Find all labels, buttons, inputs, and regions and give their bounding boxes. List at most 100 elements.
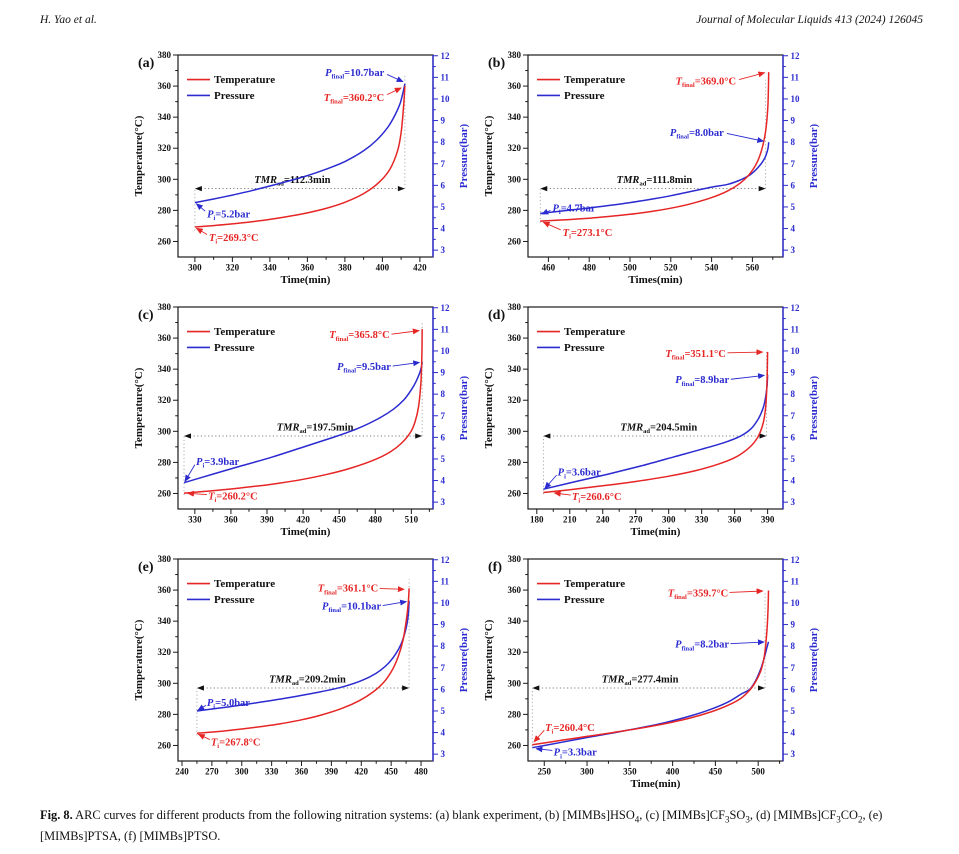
svg-text:10: 10 bbox=[791, 94, 801, 104]
legend: Temperature Pressure bbox=[187, 74, 275, 102]
svg-text:4: 4 bbox=[791, 224, 796, 234]
svg-text:8: 8 bbox=[441, 389, 446, 399]
annotation-t-i: Ti=260.4°C bbox=[533, 723, 595, 743]
annotation-p-i: Pi=3.3bar bbox=[535, 746, 597, 760]
svg-text:270: 270 bbox=[629, 515, 643, 525]
svg-text:300: 300 bbox=[508, 174, 522, 184]
svg-text:380: 380 bbox=[338, 263, 352, 273]
svg-text:7: 7 bbox=[791, 663, 796, 673]
svg-text:10: 10 bbox=[441, 94, 451, 104]
annotation-t-final: Tfinal=351.1°C bbox=[665, 349, 764, 361]
chart-panel-a: (a) 260 280 300 320 340 360 380 Temperature(°C) 3… bbox=[133, 50, 470, 286]
svg-text:8: 8 bbox=[441, 137, 446, 147]
x-axis: 180 210 240 270 300 330 360 390 bbox=[530, 509, 775, 525]
svg-text:Ti=267.8°C: Ti=267.8°C bbox=[211, 738, 261, 751]
svg-text:450: 450 bbox=[709, 767, 723, 777]
svg-text:12: 12 bbox=[791, 555, 801, 565]
svg-text:Tfinal=369.0°C: Tfinal=369.0°C bbox=[676, 77, 736, 90]
curves bbox=[196, 588, 410, 735]
legend: Temperature Pressure bbox=[537, 74, 625, 102]
annotation-p-final: Pfinal=8.9bar bbox=[675, 373, 766, 388]
svg-text:250: 250 bbox=[538, 767, 552, 777]
svg-text:Pi=5.2bar: Pi=5.2bar bbox=[207, 209, 250, 222]
svg-text:Pi=4.7bar: Pi=4.7bar bbox=[552, 203, 595, 216]
svg-text:300: 300 bbox=[580, 767, 594, 777]
svg-text:Tfinal=359.7°C: Tfinal=359.7°C bbox=[668, 588, 728, 601]
legend-temperature-label: Temperature bbox=[564, 74, 625, 86]
svg-text:300: 300 bbox=[158, 174, 172, 184]
svg-text:460: 460 bbox=[542, 263, 556, 273]
svg-text:360: 360 bbox=[301, 263, 315, 273]
svg-text:Pfinal=10.7bar: Pfinal=10.7bar bbox=[325, 68, 385, 81]
caption-text: ARC curves for different products from t… bbox=[40, 808, 883, 843]
left-axis: 260 280 300 320 340 360 380 bbox=[158, 50, 178, 246]
svg-text:260: 260 bbox=[508, 740, 522, 750]
svg-text:5: 5 bbox=[441, 454, 446, 464]
tmr-label: TMRad=204.5min bbox=[620, 422, 697, 435]
svg-text:Pfinal=8.0bar: Pfinal=8.0bar bbox=[670, 128, 724, 141]
annotation-p-final: Pfinal=10.7bar bbox=[325, 68, 404, 83]
svg-text:390: 390 bbox=[325, 767, 339, 777]
curves bbox=[183, 329, 423, 494]
right-axis-title: Pressure(bar) bbox=[458, 375, 470, 440]
svg-text:12: 12 bbox=[441, 555, 451, 565]
tmr-guides bbox=[531, 591, 766, 747]
svg-text:380: 380 bbox=[508, 554, 522, 564]
chart-panel-f: (f) 260 280 300 320 340 360 380 Temperature(°C) 3… bbox=[483, 554, 820, 790]
annotation-t-final: Tfinal=359.7°C bbox=[668, 588, 764, 601]
left-axis-title: Temperature(°C) bbox=[133, 367, 145, 448]
annotation-p-i: Pi=5.2bar bbox=[195, 203, 250, 222]
svg-text:360: 360 bbox=[508, 81, 522, 91]
svg-text:340: 340 bbox=[263, 263, 277, 273]
svg-text:210: 210 bbox=[563, 515, 577, 525]
svg-text:11: 11 bbox=[791, 576, 800, 586]
legend: Temperature Pressure bbox=[187, 326, 275, 354]
panel-tag: (c) bbox=[138, 308, 154, 323]
tmr-label: TMRad=197.5min bbox=[277, 422, 354, 435]
svg-text:10: 10 bbox=[791, 346, 801, 356]
curves bbox=[532, 590, 770, 749]
curves bbox=[543, 351, 769, 494]
tmr-guides bbox=[542, 350, 767, 495]
figure-caption: Fig. 8. ARC curves for different product… bbox=[40, 806, 924, 846]
pressure-curve bbox=[196, 600, 410, 712]
figure-panel-a: (a) 260 280 300 320 340 360 380 Temperature(°C) 3… bbox=[130, 45, 475, 297]
svg-text:280: 280 bbox=[508, 205, 522, 215]
annotation-p-final: Pfinal=8.0bar bbox=[670, 128, 765, 143]
svg-text:360: 360 bbox=[158, 81, 172, 91]
x-axis-title: Times(min) bbox=[628, 274, 683, 286]
chart-panel-c: (c) 260 280 300 320 340 360 380 Temperature(°C) 3… bbox=[133, 302, 470, 538]
legend-temperature-label: Temperature bbox=[214, 326, 275, 338]
svg-text:330: 330 bbox=[695, 515, 709, 525]
svg-text:360: 360 bbox=[728, 515, 742, 525]
chart-panel-d: (d) 260 280 300 320 340 360 380 Temperature(°C) 3… bbox=[483, 302, 820, 538]
svg-text:380: 380 bbox=[508, 302, 522, 312]
right-axis-title: Pressure(bar) bbox=[808, 627, 820, 692]
svg-text:340: 340 bbox=[158, 616, 172, 626]
svg-text:6: 6 bbox=[791, 684, 796, 694]
left-axis: 260 280 300 320 340 360 380 bbox=[508, 50, 528, 246]
tmr-guides bbox=[183, 320, 423, 496]
left-axis-title: Temperature(°C) bbox=[133, 115, 145, 196]
x-axis-title: Time(min) bbox=[631, 778, 681, 790]
svg-text:180: 180 bbox=[530, 515, 544, 525]
svg-text:9: 9 bbox=[791, 368, 796, 378]
svg-text:340: 340 bbox=[158, 112, 172, 122]
panel-tag: (a) bbox=[138, 56, 155, 71]
svg-text:6: 6 bbox=[441, 684, 446, 694]
svg-text:3: 3 bbox=[441, 749, 446, 759]
svg-text:240: 240 bbox=[175, 767, 189, 777]
tmr-label: TMRad=209.2min bbox=[269, 674, 346, 687]
figure-panel-d: (d) 260 280 300 320 340 360 380 Temperature(°C) 3… bbox=[480, 297, 825, 549]
svg-text:340: 340 bbox=[508, 616, 522, 626]
svg-text:350: 350 bbox=[623, 767, 637, 777]
svg-text:9: 9 bbox=[441, 368, 446, 378]
svg-text:9: 9 bbox=[791, 620, 796, 630]
svg-text:340: 340 bbox=[508, 112, 522, 122]
right-axis: 3 4 5 6 7 8 9 10 11 12 bbox=[433, 51, 450, 255]
left-axis: 260 280 300 320 340 360 380 bbox=[508, 302, 528, 498]
left-axis: 260 280 300 320 340 360 380 bbox=[158, 554, 178, 750]
legend-temperature-label: Temperature bbox=[214, 74, 275, 86]
svg-text:560: 560 bbox=[746, 263, 760, 273]
right-axis-title: Pressure(bar) bbox=[458, 123, 470, 188]
